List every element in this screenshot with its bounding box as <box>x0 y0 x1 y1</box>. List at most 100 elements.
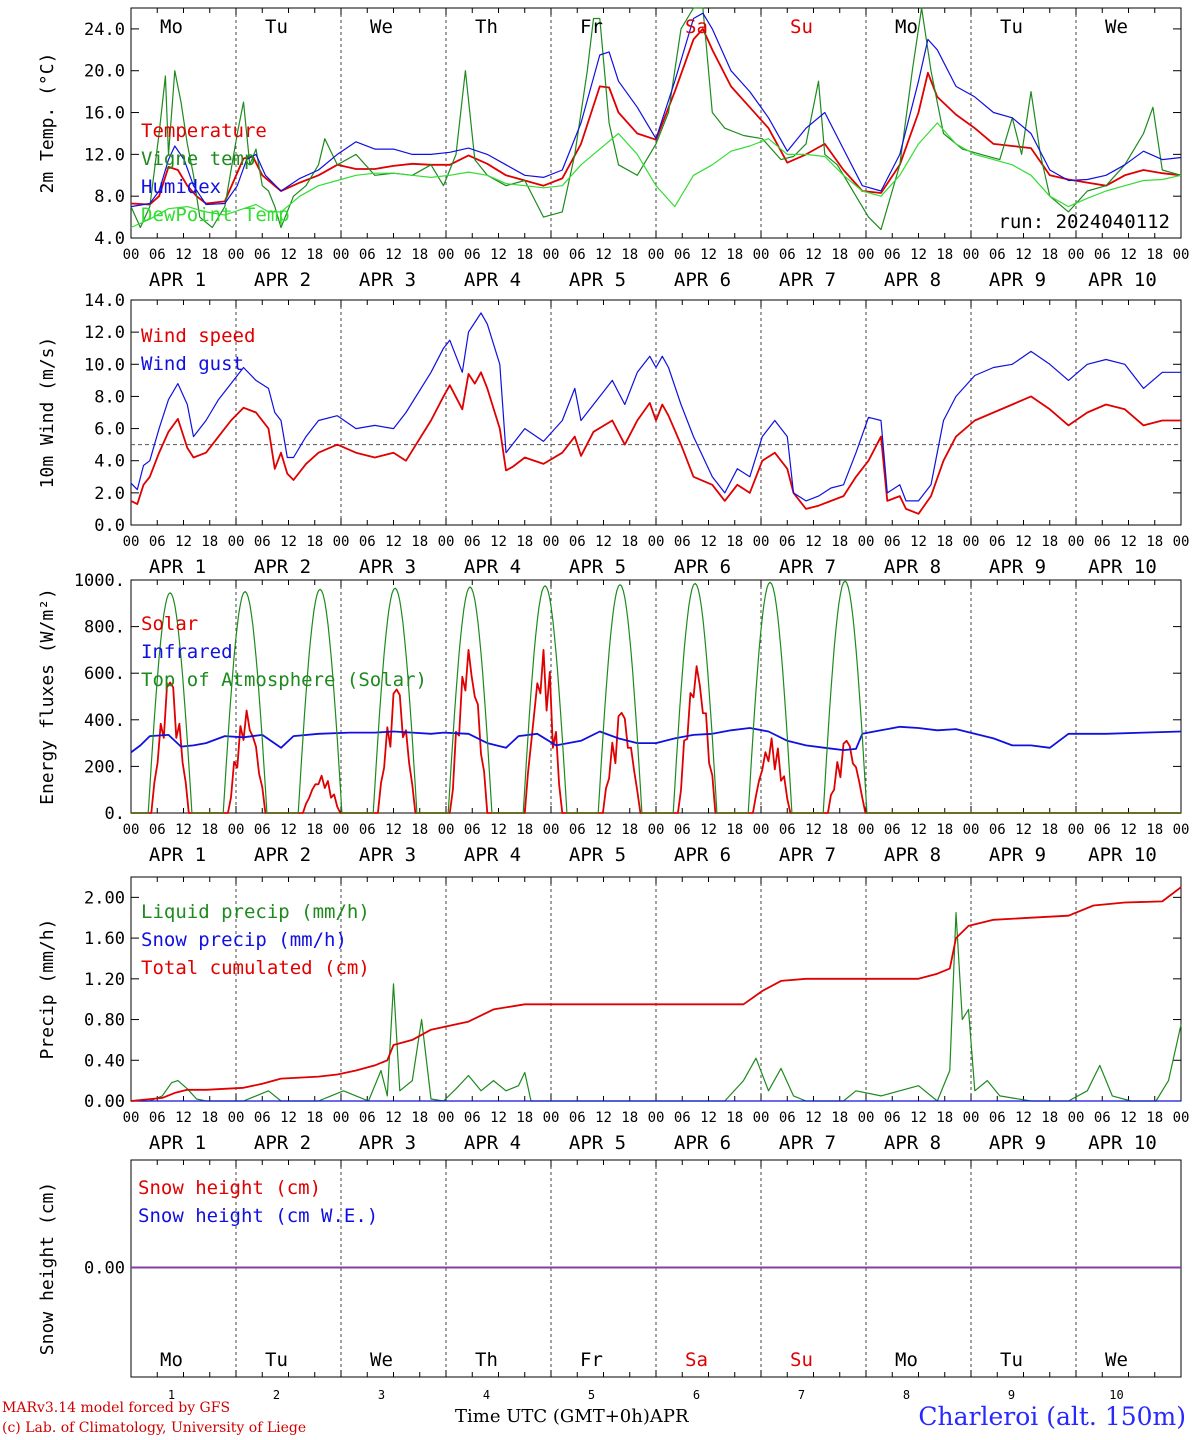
hour-tick-label: 00 <box>648 534 665 550</box>
hour-tick-label: 06 <box>674 1110 691 1126</box>
hour-tick-label: 06 <box>464 534 481 550</box>
hour-tick-label: 06 <box>1094 822 1111 838</box>
hour-tick-label: 00 <box>333 1110 350 1126</box>
hour-tick-label: 00 <box>963 534 980 550</box>
hour-tick-label: 00 <box>123 1110 140 1126</box>
date-label: APR 1 <box>149 269 206 291</box>
hour-tick-label: 00 <box>333 822 350 838</box>
day-name-top: Tu <box>265 16 288 38</box>
hour-tick-label: 18 <box>726 247 743 263</box>
hour-tick-label: 06 <box>1094 247 1111 263</box>
hour-tick-label: 06 <box>779 1110 796 1126</box>
legend-entry: Wind gust <box>141 353 244 375</box>
hour-tick-label: 12 <box>1120 534 1137 550</box>
hour-tick-label: 12 <box>280 247 297 263</box>
day-number: 1 <box>168 1388 175 1402</box>
hour-tick-label: 12 <box>490 822 507 838</box>
day-number: 2 <box>273 1388 280 1402</box>
hour-tick-label: 06 <box>779 822 796 838</box>
date-label: APR 8 <box>884 1132 941 1154</box>
y-tick-label: 2.0 <box>94 484 125 504</box>
date-label: APR 10 <box>1088 1132 1157 1154</box>
date-label: APR 7 <box>779 556 836 578</box>
hour-tick-label: 06 <box>674 534 691 550</box>
day-number: 9 <box>1008 1388 1015 1402</box>
hour-tick-label: 00 <box>228 247 245 263</box>
hour-tick-label: 12 <box>175 247 192 263</box>
hour-tick-label: 18 <box>411 534 428 550</box>
date-label: APR 1 <box>149 1132 206 1154</box>
time-axis-month: APR <box>649 1406 689 1427</box>
date-label: APR 5 <box>569 556 626 578</box>
hour-tick-label: 12 <box>280 1110 297 1126</box>
legend-entry: Solar <box>141 613 198 635</box>
hour-tick-label: 00 <box>333 534 350 550</box>
hour-tick-label: 18 <box>411 247 428 263</box>
hour-tick-label: 00 <box>963 822 980 838</box>
hour-tick-label: 06 <box>989 822 1006 838</box>
hour-tick-label: 00 <box>228 534 245 550</box>
hour-tick-label: 12 <box>385 1110 402 1126</box>
hour-tick-label: 06 <box>779 247 796 263</box>
hour-tick-label: 18 <box>1041 1110 1058 1126</box>
hour-tick-label: 06 <box>569 247 586 263</box>
hour-tick-label: 12 <box>1120 1110 1137 1126</box>
hour-tick-label: 12 <box>385 822 402 838</box>
y-axis-label: Energy fluxes (W/m²) <box>37 588 58 805</box>
legend-entry: Wind speed <box>141 325 255 347</box>
legend-entry: Snow height (cm W.E.) <box>138 1205 378 1227</box>
hour-tick-label: 18 <box>411 822 428 838</box>
hour-tick-label: 06 <box>359 534 376 550</box>
hour-tick-label: 06 <box>1094 1110 1111 1126</box>
hour-tick-label: 06 <box>359 822 376 838</box>
legend-entry: Vigne temp <box>141 148 255 170</box>
series-line <box>130 886 1182 1102</box>
hour-tick-label: 00 <box>438 534 455 550</box>
hour-tick-label: 18 <box>1041 822 1058 838</box>
hour-tick-label: 12 <box>1120 247 1137 263</box>
date-label: APR 1 <box>149 844 206 866</box>
hour-tick-label: 18 <box>201 822 218 838</box>
hour-tick-label: 18 <box>516 247 533 263</box>
legend-entry: Snow precip (mm/h) <box>141 929 347 951</box>
hour-tick-label: 18 <box>726 1110 743 1126</box>
y-tick-label: 800. <box>84 618 125 638</box>
date-label: APR 5 <box>569 269 626 291</box>
legend-entry: Total cumulated (cm) <box>141 957 370 979</box>
series-line <box>130 12 1182 208</box>
date-label: APR 7 <box>779 269 836 291</box>
date-label: APR 8 <box>884 556 941 578</box>
y-tick-label: 0.00 <box>84 1259 125 1279</box>
hour-tick-label: 06 <box>884 822 901 838</box>
hour-tick-label: 12 <box>805 1110 822 1126</box>
date-label: APR 3 <box>359 269 416 291</box>
time-axis-title: Time UTC (GMT+0h)APR <box>455 1406 689 1427</box>
y-tick-label: 8.0 <box>94 387 125 407</box>
hour-tick-label: 00 <box>543 1110 560 1126</box>
hour-tick-label: 00 <box>228 1110 245 1126</box>
hour-tick-label: 06 <box>254 1110 271 1126</box>
y-tick-label: 0.00 <box>84 1092 125 1112</box>
hour-tick-label: 00 <box>858 822 875 838</box>
hour-tick-label: 18 <box>831 247 848 263</box>
y-tick-label: 12.0 <box>84 145 125 165</box>
hour-tick-label: 18 <box>936 247 953 263</box>
hour-tick-label: 12 <box>595 1110 612 1126</box>
hour-tick-label: 12 <box>1015 247 1032 263</box>
run-annotation: run: 2024040112 <box>998 211 1170 233</box>
date-label: APR 9 <box>989 269 1046 291</box>
day-number: 6 <box>693 1388 700 1402</box>
hour-tick-label: 12 <box>385 534 402 550</box>
hour-tick-label: 12 <box>910 1110 927 1126</box>
hour-tick-label: 18 <box>831 1110 848 1126</box>
day-name-top: Th <box>475 16 498 38</box>
hour-tick-label: 06 <box>884 247 901 263</box>
y-tick-label: 0.80 <box>84 1011 125 1031</box>
series-line <box>130 28 1182 206</box>
hour-tick-label: 06 <box>149 247 166 263</box>
y-tick-label: 0.40 <box>84 1051 125 1071</box>
y-tick-label: 0.0 <box>94 516 125 536</box>
hour-tick-label: 06 <box>989 534 1006 550</box>
hour-tick-label: 18 <box>516 534 533 550</box>
day-name-top: Su <box>790 16 813 38</box>
